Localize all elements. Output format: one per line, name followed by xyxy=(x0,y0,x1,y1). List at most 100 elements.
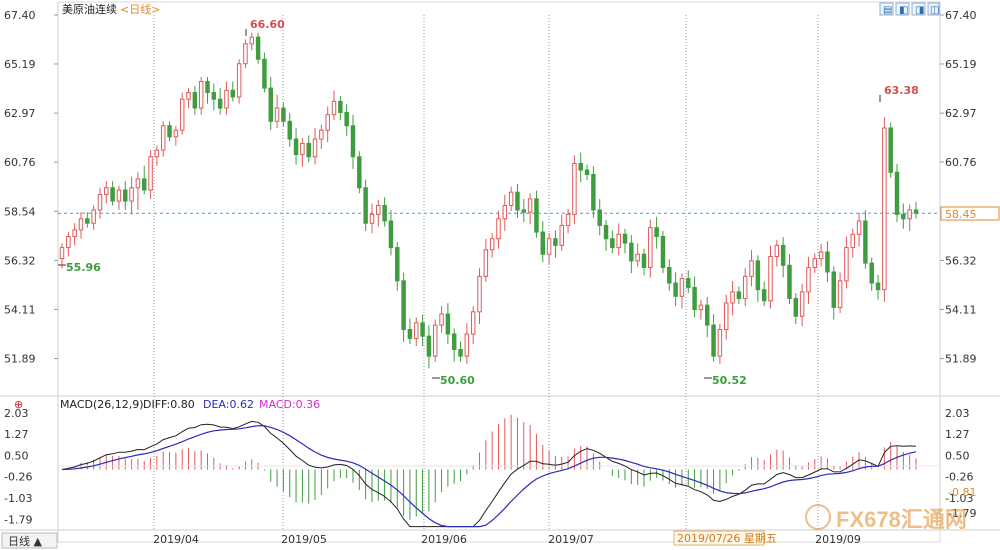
candle-body xyxy=(629,242,634,262)
candle-body xyxy=(597,209,602,226)
candle-body xyxy=(211,92,217,100)
candle-body xyxy=(401,280,406,331)
candle-body xyxy=(274,107,280,122)
candle-body xyxy=(635,253,640,262)
candle-body xyxy=(692,286,697,311)
candle-body xyxy=(818,251,824,260)
price-tick-label-right: 60.76 xyxy=(945,156,977,169)
candle-body xyxy=(154,149,160,158)
price-tick-label-left: 56.32 xyxy=(4,254,36,267)
price-tick-label-right: 65.19 xyxy=(945,58,977,71)
candle-body xyxy=(749,260,754,277)
candle-body xyxy=(116,189,122,202)
candle-body xyxy=(395,247,400,282)
date-axis: 2019/04 2019/05 2019/06 2019/07 2019/09 xyxy=(153,533,861,546)
price-annotations: 55.96 66.60 50.60 50.52 63.38 xyxy=(58,18,919,387)
date-tick-label: 2019/04 xyxy=(153,533,199,546)
date-tick-label: 2019/07 xyxy=(548,533,594,546)
date-tick-label: 2019/05 xyxy=(281,533,327,546)
macd-tick-label-left: 2.03 xyxy=(4,407,29,420)
candle-body xyxy=(610,238,615,249)
candle-body xyxy=(654,227,659,238)
candle-body xyxy=(603,224,609,240)
price-tick-label-left: 65.19 xyxy=(4,58,36,71)
candle-body xyxy=(91,209,96,224)
date-tick-label: 2019/09 xyxy=(815,533,861,546)
candle-body xyxy=(508,191,514,207)
candle-body xyxy=(730,291,735,304)
candle-body xyxy=(565,213,571,226)
candle-body xyxy=(850,233,855,249)
candle-body xyxy=(540,231,546,255)
candle-body xyxy=(894,171,900,215)
instrument-title: 美原油连续 xyxy=(62,2,117,16)
candle-body xyxy=(198,80,204,109)
toolbar: ▤ ◧ ◨ ◫ xyxy=(879,2,940,16)
macd-tick-label-right: 0.50 xyxy=(945,450,970,463)
candle-body xyxy=(844,247,849,282)
macd-tick-label-left: 0.50 xyxy=(4,450,29,463)
date-tick-label: 2019/06 xyxy=(421,533,467,546)
period-toggle-button[interactable] xyxy=(1,532,58,549)
macd-bottom-value: -1.79 xyxy=(948,507,976,520)
candle-body xyxy=(432,324,438,357)
candle-body xyxy=(287,120,292,140)
candle-body xyxy=(376,205,381,215)
dea-line xyxy=(61,425,917,528)
period-toggle-label: 日线 ▲ xyxy=(8,534,42,548)
candle-body xyxy=(281,107,286,122)
candle-body xyxy=(325,114,330,131)
candle-body xyxy=(774,244,780,257)
candle-body xyxy=(742,275,748,300)
candle-body xyxy=(217,98,223,109)
candle-body xyxy=(331,100,337,116)
candle-body xyxy=(869,262,874,284)
candle-body xyxy=(546,238,552,255)
toolbar-button-2[interactable] xyxy=(895,2,910,16)
candle-body xyxy=(806,267,811,293)
candle-body xyxy=(553,238,558,246)
candle-body xyxy=(673,282,678,297)
macd-tick-label-left: -0.26 xyxy=(4,471,32,484)
candle-body xyxy=(521,209,527,213)
period-label: <日线> xyxy=(120,2,160,16)
candle-body xyxy=(913,209,919,214)
candle-body xyxy=(831,271,837,308)
candle-body xyxy=(458,348,463,357)
candle-body xyxy=(761,289,767,302)
candle-body xyxy=(262,58,267,89)
toolbar-button-3[interactable] xyxy=(911,2,926,16)
candle-body xyxy=(591,173,596,211)
candle-body xyxy=(420,322,425,337)
candle-body xyxy=(534,198,539,233)
settings-icon[interactable]: ⊕ xyxy=(14,398,23,411)
vertical-grid xyxy=(153,15,819,530)
macd-axis: 2.03 2.031.27 1.270.50 0.50-0.26 -0.26-1.03-… xyxy=(4,407,973,526)
watermark-logo-icon xyxy=(805,504,831,530)
macd-tick-label-right: -0.26 xyxy=(945,471,973,484)
price-tick-label-right: 62.97 xyxy=(945,107,977,120)
candle-body xyxy=(300,142,305,156)
candle-body xyxy=(439,313,444,326)
macd-histogram xyxy=(67,414,917,520)
toolbar-button-1[interactable] xyxy=(879,2,894,16)
candle-body xyxy=(59,247,65,260)
candle-body xyxy=(907,209,912,220)
candle-body xyxy=(825,251,830,273)
price-tick-label-right: 56.32 xyxy=(945,254,977,267)
annotation-low-label: 55.96 xyxy=(66,261,101,274)
candlestick-series xyxy=(59,32,919,369)
annotation-high-label: 63.38 xyxy=(884,84,919,97)
macd-legend-macd: MACD:0.36 xyxy=(259,398,320,411)
candle-body xyxy=(559,224,564,246)
candle-body xyxy=(179,98,185,131)
macd-legend-name: MACD(26,12,9) xyxy=(60,398,144,411)
crosshair-date: 2019/07/26 星期五 xyxy=(677,532,777,545)
candle-body xyxy=(173,129,179,138)
toolbar-button-4[interactable] xyxy=(927,2,940,16)
candle-body xyxy=(344,111,349,127)
macd-tick-label-right: 2.03 xyxy=(945,407,970,420)
candle-body xyxy=(698,304,704,311)
candle-body xyxy=(255,36,261,60)
